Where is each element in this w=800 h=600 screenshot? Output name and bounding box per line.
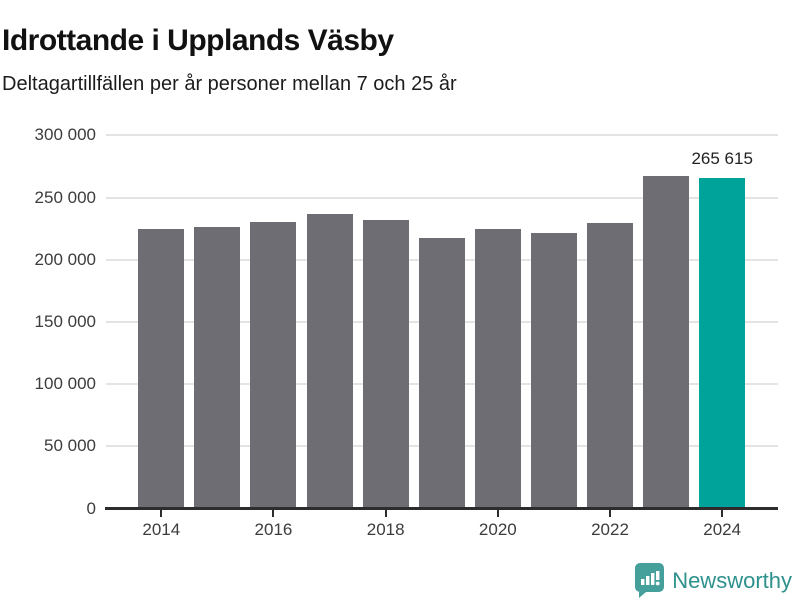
bar <box>530 233 577 509</box>
y-tick-label: 50 000 <box>44 436 96 456</box>
y-gridline <box>106 134 778 137</box>
x-tick-mark <box>272 510 275 517</box>
bar <box>362 219 409 509</box>
bar <box>474 228 521 509</box>
chart-subtitle: Deltagartillfällen per år personer mella… <box>2 73 457 95</box>
x-tick-label: 2018 <box>366 519 405 539</box>
bar <box>250 222 297 509</box>
newsworthy-logo-icon <box>635 563 665 598</box>
x-tick-label: 2022 <box>591 519 629 539</box>
x-tick-mark <box>384 510 387 517</box>
bar <box>194 226 241 509</box>
brand-name: Newsworthy <box>672 567 792 593</box>
x-tick-mark <box>609 510 612 517</box>
highlight-value-label: 265 615 <box>691 149 753 169</box>
y-tick-label: 100 000 <box>34 374 96 394</box>
chart-title: Idrottande i Upplands Väsby <box>2 24 394 58</box>
x-tick-label: 2020 <box>478 519 517 539</box>
y-tick-label: 0 <box>86 498 96 518</box>
bar <box>306 213 353 509</box>
x-axis-line <box>105 507 778 510</box>
bar <box>138 228 185 509</box>
bar <box>418 238 465 509</box>
x-tick-label: 2014 <box>142 519 181 539</box>
bar <box>587 223 634 509</box>
y-tick-label: 300 000 <box>34 125 96 145</box>
bar-highlighted <box>699 178 746 509</box>
x-tick-mark <box>160 510 163 517</box>
x-tick-label: 2024 <box>703 519 742 539</box>
bar <box>643 175 690 509</box>
y-tick-label: 200 000 <box>34 249 96 269</box>
x-tick-mark <box>496 510 499 517</box>
brand-footer: Newsworthy <box>635 563 792 598</box>
y-gridline <box>106 196 778 199</box>
x-tick-mark <box>721 510 724 517</box>
y-tick-label: 150 000 <box>34 311 96 331</box>
y-tick-label: 250 000 <box>34 187 96 207</box>
x-tick-label: 2016 <box>254 519 293 539</box>
